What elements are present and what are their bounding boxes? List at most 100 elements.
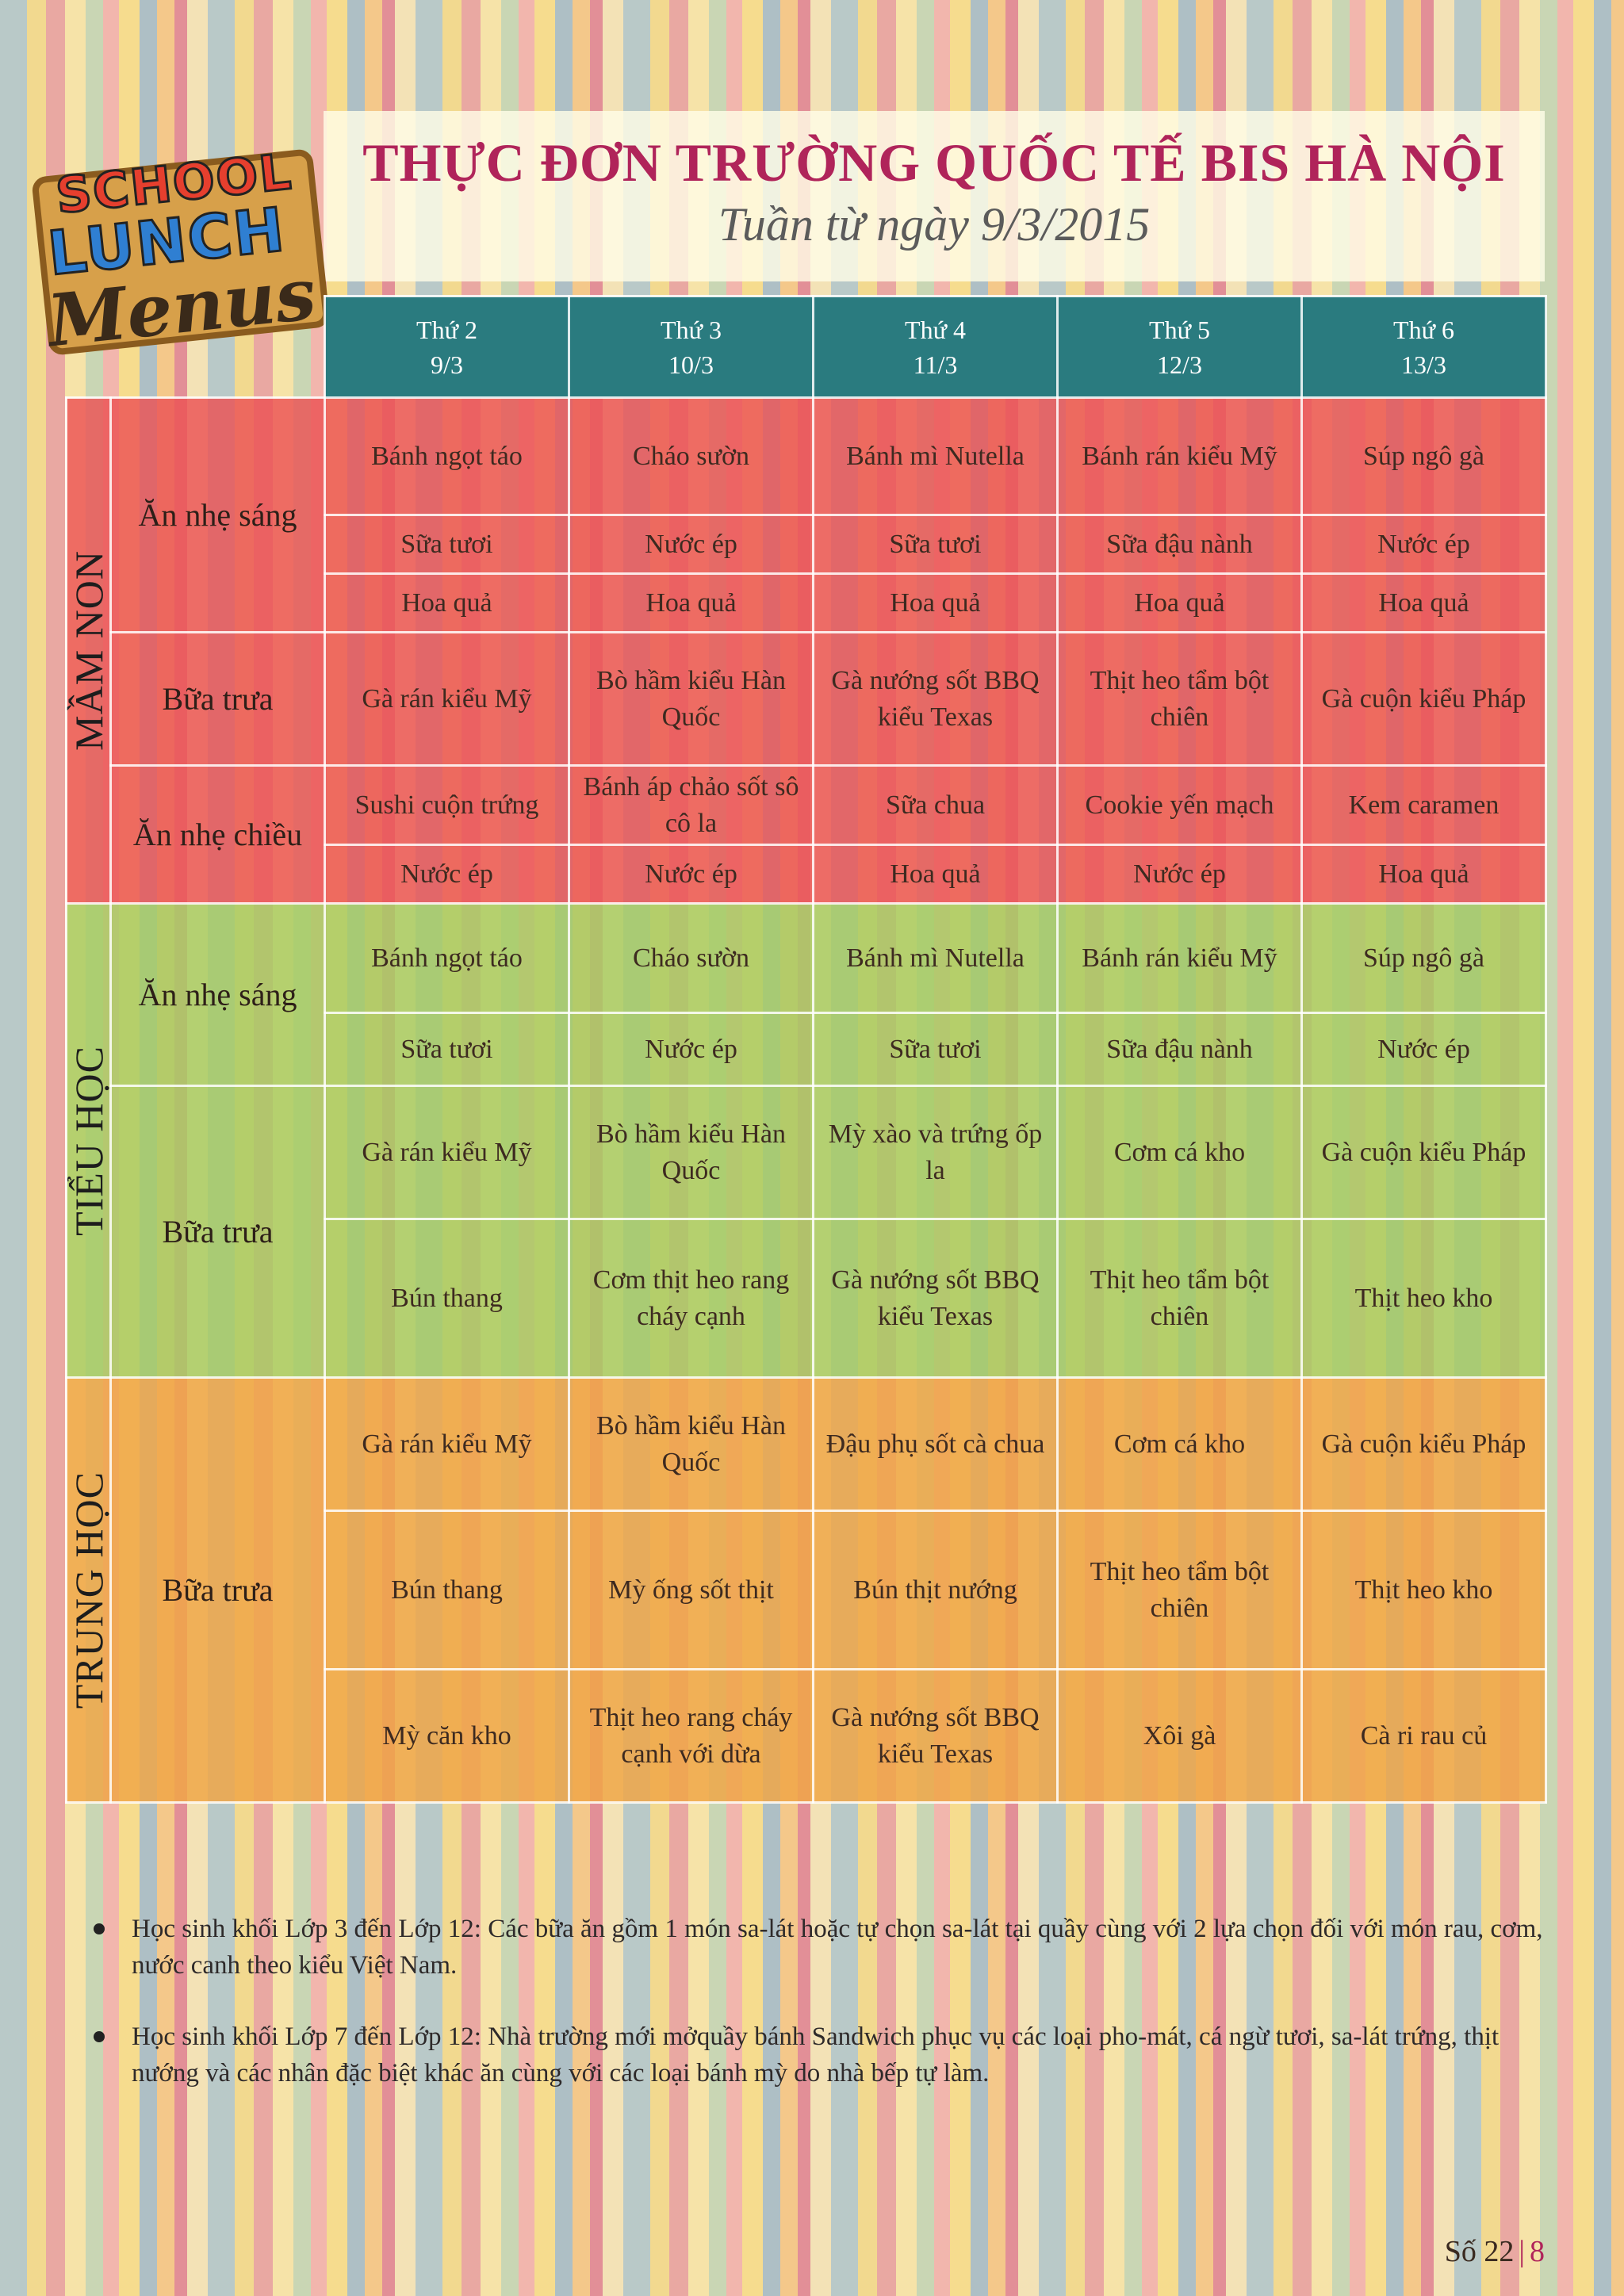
- meal-bua-trua: Bữa trưa: [109, 631, 326, 767]
- page-footer: Số 22 | 8: [1445, 2234, 1545, 2269]
- menu-cell: Gà nướng sốt BBQ kiểu Texas: [812, 631, 1059, 767]
- menu-cell: Sữa tươi: [812, 1012, 1059, 1087]
- meal-bua-trua: Bữa trưa: [109, 1085, 326, 1379]
- table-row: Nước ép Nước ép Hoa quả Nước ép Hoa quả: [67, 844, 1547, 905]
- menu-cell: Súp ngô gà: [1300, 396, 1547, 516]
- menu-cell: Bò hầm kiểu Hàn Quốc: [568, 1376, 814, 1512]
- menu-cell: Bò hầm kiểu Hàn Quốc: [568, 631, 814, 767]
- menu-cell: Thịt heo kho: [1300, 1510, 1547, 1670]
- menu-cell: Hoa quả: [1056, 572, 1303, 633]
- menu-cell: Gà nướng sốt BBQ kiểu Texas: [812, 1218, 1059, 1379]
- menu-cell: Cà ri rau củ: [1300, 1668, 1547, 1804]
- menu-cell: Thịt heo tẩm bột chiên: [1056, 631, 1303, 767]
- menu-cell: Nước ép: [568, 844, 814, 905]
- menu-cell: Hoa quả: [324, 572, 570, 633]
- bullet-icon: [94, 1923, 105, 1934]
- menu-cell: Bánh ngọt táo: [324, 902, 570, 1014]
- menu-cell: Đậu phụ sốt cà chua: [812, 1376, 1059, 1512]
- menu-cell: Gà cuộn kiểu Pháp: [1300, 1085, 1547, 1220]
- menu-cell: Sữa tươi: [324, 514, 570, 575]
- day-header-row: Thứ 2 9/3 Thứ 3 10/3 Thứ 4 11/3 Thứ 5 12/3 T…: [67, 295, 1547, 399]
- menu-cell: Mỳ xào và trứng ốp la: [812, 1085, 1059, 1220]
- menu-cell: Thịt heo rang cháy cạnh với dừa: [568, 1668, 814, 1804]
- menu-cell: Bún thang: [324, 1510, 570, 1670]
- table-row: TIỂU HỌC Ăn nhẹ sáng Bánh ngọt táo Cháo …: [65, 902, 1547, 1379]
- day-header: Thứ 5 12/3: [1056, 295, 1303, 399]
- menu-cell: Nước ép: [1056, 844, 1303, 905]
- menu-cell: Nước ép: [1300, 514, 1547, 575]
- menu-cell: Bánh áp chảo sốt sô cô la: [568, 764, 814, 846]
- level-trung-hoc: TRUNG HỌC: [65, 1376, 112, 1804]
- note-item: Học sinh khối Lớp 3 đến Lớp 12: Các bữa …: [87, 1911, 1562, 1984]
- table-row: Bún thang Cơm thịt heo rang cháy cạnh Gà…: [67, 1218, 1547, 1379]
- menu-cell: Bún thịt nướng: [812, 1510, 1059, 1670]
- menu-cell: Hoa quả: [1300, 572, 1547, 633]
- menu-cell: Bò hầm kiểu Hàn Quốc: [568, 1085, 814, 1220]
- menu-cell: Gà rán kiểu Mỹ: [324, 631, 570, 767]
- meal-bua-trua: Bữa trưa: [109, 1376, 326, 1804]
- issue-number: Số 22: [1444, 2235, 1515, 2268]
- table-row: MẦM NON Ăn nhẹ sáng Bánh ngọt táo Cháo s…: [65, 396, 1547, 905]
- menu-cell: Cơm cá kho: [1056, 1085, 1303, 1220]
- day-header: Thứ 6 13/3: [1300, 295, 1547, 399]
- menu-table: Thứ 2 9/3 Thứ 3 10/3 Thứ 4 11/3 Thứ 5 12/3 T…: [65, 295, 1547, 1804]
- menu-cell: Súp ngô gà: [1300, 902, 1547, 1014]
- day-header: Thứ 4 11/3: [812, 295, 1059, 399]
- menu-cell: Cơm thịt heo rang cháy cạnh: [568, 1218, 814, 1379]
- table-row: TRUNG HỌC Bữa trưa Gà rán kiểu Mỹ Bò hầm…: [65, 1376, 1547, 1804]
- menu-cell: Sữa đậu nành: [1056, 1012, 1303, 1087]
- table-row: Sữa tươi Nước ép Sữa tươi Sữa đậu nành N…: [67, 1012, 1547, 1087]
- menu-cell: Sữa tươi: [324, 1012, 570, 1087]
- footer-separator: |: [1519, 2235, 1525, 2268]
- menu-cell: Nước ép: [568, 514, 814, 575]
- menu-cell: Sushi cuộn trứng: [324, 764, 570, 846]
- menu-cell: Sữa tươi: [812, 514, 1059, 575]
- menu-cell: Hoa quả: [812, 572, 1059, 633]
- notes: Học sinh khối Lớp 3 đến Lớp 12: Các bữa …: [87, 1911, 1562, 2126]
- level-tieu-hoc: TIỂU HỌC: [65, 902, 112, 1379]
- menu-cell: Thịt heo kho: [1300, 1218, 1547, 1379]
- meal-an-nhe-sang: Ăn nhẹ sáng: [109, 396, 326, 633]
- menu-cell: Thịt heo tẩm bột chiên: [1056, 1218, 1303, 1379]
- page-number: 8: [1530, 2235, 1545, 2268]
- menu-cell: Gà cuộn kiểu Pháp: [1300, 1376, 1547, 1512]
- menu-cell: Bánh mì Nutella: [812, 902, 1059, 1014]
- menu-cell: Gà nướng sốt BBQ kiểu Texas: [812, 1668, 1059, 1804]
- meal-an-nhe-chieu: Ăn nhẹ chiều: [109, 764, 326, 905]
- menu-cell: Hoa quả: [812, 844, 1059, 905]
- meal-an-nhe-sang: Ăn nhẹ sáng: [109, 902, 326, 1087]
- table-row: Bữa trưa Gà rán kiểu Mỹ Bò hầm kiểu Hàn …: [67, 1085, 1547, 1379]
- menu-cell: Bún thang: [324, 1218, 570, 1379]
- menu-cell: Hoa quả: [568, 572, 814, 633]
- day-header: Thứ 3 10/3: [568, 295, 814, 399]
- page-subtitle: Tuần từ ngày 9/3/2015: [718, 198, 1151, 251]
- menu-cell: Sữa chua: [812, 764, 1059, 846]
- table-row: Mỳ căn kho Thịt heo rang cháy cạnh với d…: [67, 1668, 1547, 1804]
- menu-cell: Sữa đậu nành: [1056, 514, 1303, 575]
- menu-cell: Bánh rán kiểu Mỹ: [1056, 396, 1303, 516]
- menu-cell: Nước ép: [1300, 1012, 1547, 1087]
- menu-cell: Gà rán kiểu Mỹ: [324, 1376, 570, 1512]
- menu-cell: Nước ép: [324, 844, 570, 905]
- menu-cell: Gà rán kiểu Mỹ: [324, 1085, 570, 1220]
- day-header: Thứ 2 9/3: [324, 295, 570, 399]
- menu-cell: Hoa quả: [1300, 844, 1547, 905]
- table-row: Ăn nhẹ chiều Sushi cuộn trứng Bánh áp ch…: [67, 764, 1547, 905]
- menu-cell: Mỳ ống sốt thịt: [568, 1510, 814, 1670]
- note-item: Học sinh khối Lớp 7 đến Lớp 12: Nhà trườ…: [87, 2019, 1562, 2091]
- page-title: THỰC ĐƠN TRƯỜNG QUỐC TẾ BIS HÀ NỘI: [362, 132, 1506, 193]
- menu-cell: Cơm cá kho: [1056, 1376, 1303, 1512]
- table-row: Sữa tươi Nước ép Sữa tươi Sữa đậu nành N…: [67, 514, 1547, 575]
- menu-cell: Bánh mì Nutella: [812, 396, 1059, 516]
- table-row: Bún thang Mỳ ống sốt thịt Bún thịt nướng…: [67, 1510, 1547, 1670]
- menu-cell: Nước ép: [568, 1012, 814, 1087]
- menu-cell: Mỳ căn kho: [324, 1668, 570, 1804]
- menu-cell: Bánh ngọt táo: [324, 396, 570, 516]
- bullet-icon: [94, 2031, 105, 2042]
- menu-cell: Cháo sườn: [568, 902, 814, 1014]
- menu-cell: Bánh rán kiểu Mỹ: [1056, 902, 1303, 1014]
- table-row: Bữa trưa Gà rán kiểu Mỹ Bò hầm kiểu Hàn …: [67, 631, 1547, 767]
- menu-cell: Cháo sườn: [568, 396, 814, 516]
- menu-cell: Kem caramen: [1300, 764, 1547, 846]
- title-box: THỰC ĐƠN TRƯỜNG QUỐC TẾ BIS HÀ NỘI Tuần …: [324, 111, 1545, 281]
